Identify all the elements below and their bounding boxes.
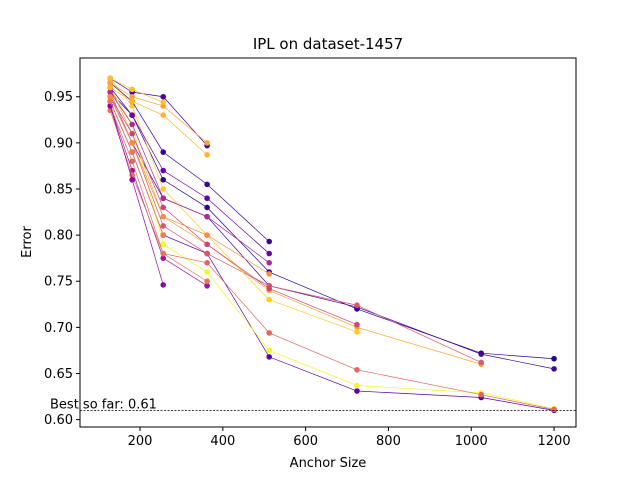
x-tick-label: 1200 [538, 434, 571, 449]
data-point [107, 98, 114, 105]
x-tick-label: 800 [376, 434, 401, 449]
x-tick-label: 600 [293, 434, 318, 449]
data-point [354, 367, 360, 373]
data-point [204, 152, 210, 158]
data-point [129, 149, 135, 155]
data-point [354, 321, 360, 328]
data-point [160, 149, 167, 155]
data-point [354, 329, 360, 335]
data-point [266, 238, 273, 245]
data-point [478, 351, 484, 357]
series-line [110, 82, 208, 144]
data-point [160, 223, 167, 229]
y-tick-label: 0.75 [44, 275, 73, 290]
data-point [129, 130, 135, 137]
data-point [129, 103, 135, 109]
data-point [129, 121, 135, 128]
x-axis-label: Anchor Size [290, 456, 367, 471]
data-point [160, 112, 167, 118]
data-point [160, 176, 167, 183]
x-tick-label: 1000 [455, 434, 488, 449]
data-point [107, 107, 114, 114]
data-point [107, 80, 114, 86]
data-point [129, 176, 135, 183]
data-point [478, 391, 484, 398]
data-point [160, 241, 167, 248]
data-point [160, 195, 167, 202]
series-line [110, 87, 208, 156]
data-point [107, 93, 114, 100]
data-point [354, 302, 360, 309]
series-line [109, 105, 555, 410]
data-point [160, 204, 167, 211]
y-tick-label: 0.60 [44, 413, 73, 428]
data-point [551, 366, 557, 372]
data-point [160, 93, 167, 100]
data-point [129, 112, 135, 118]
data-point [204, 204, 210, 211]
data-point [160, 250, 167, 257]
data-point [129, 86, 135, 93]
data-point [266, 330, 273, 336]
data-point [354, 388, 360, 394]
annotation: Best so far: 0.61 [50, 397, 157, 412]
data-point [160, 232, 167, 238]
data-point [204, 195, 210, 202]
data-point [204, 283, 210, 289]
series-line [109, 96, 555, 370]
data-point [160, 213, 167, 220]
x-tick-label: 400 [210, 434, 235, 449]
data-point [129, 172, 135, 178]
data-point [129, 93, 135, 100]
data-point [160, 282, 167, 288]
chart-title: IPL on dataset-1457 [253, 35, 403, 53]
data-point [266, 347, 273, 354]
y-tick-label: 0.95 [44, 90, 73, 105]
y-tick-label: 0.65 [44, 367, 73, 382]
data-point [551, 355, 557, 362]
series-line [110, 77, 208, 146]
data-point [551, 406, 557, 413]
data-point [266, 250, 273, 257]
data-point [478, 359, 484, 366]
data-point [129, 98, 135, 105]
data-point [160, 99, 167, 106]
data-point [204, 140, 210, 146]
data-point [204, 269, 210, 275]
data-point [354, 382, 360, 389]
data-point [107, 84, 114, 91]
data-point [204, 213, 210, 220]
data-point [266, 271, 273, 277]
data-point [107, 75, 114, 82]
data-point [204, 259, 210, 266]
data-point [204, 181, 210, 188]
x-tick-label: 200 [128, 434, 153, 449]
series-line [109, 78, 358, 333]
data-point [266, 285, 273, 292]
data-point [204, 278, 210, 285]
data-point [160, 167, 167, 174]
data-point [204, 241, 210, 248]
data-point [160, 255, 167, 261]
data-point [160, 186, 167, 192]
data-point [266, 354, 273, 360]
data-point [129, 158, 135, 165]
data-point [129, 140, 135, 146]
y-tick-label: 0.90 [44, 136, 73, 151]
plot-frame [79, 57, 577, 428]
data-point [107, 89, 114, 95]
y-tick-label: 0.85 [44, 182, 73, 197]
data-point [266, 259, 273, 266]
data-point [204, 250, 210, 257]
series-line [109, 87, 555, 409]
y-tick-label: 0.70 [44, 321, 73, 336]
y-tick-label: 0.80 [44, 229, 73, 244]
data-point [266, 296, 273, 303]
y-axis-label: Error [20, 226, 35, 258]
data-point [204, 232, 210, 238]
